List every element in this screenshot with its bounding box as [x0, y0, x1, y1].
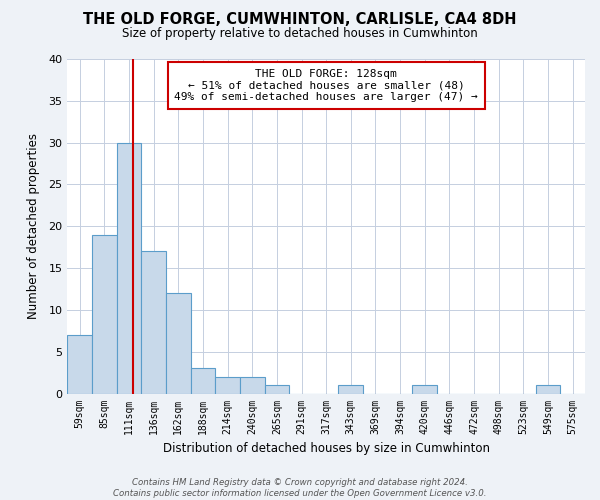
Bar [166, 293, 191, 394]
Bar [265, 385, 289, 394]
Bar [141, 252, 166, 394]
Bar [67, 335, 92, 394]
X-axis label: Distribution of detached houses by size in Cumwhinton: Distribution of detached houses by size … [163, 442, 490, 455]
Bar [240, 377, 265, 394]
Bar [338, 385, 363, 394]
Bar [191, 368, 215, 394]
Bar [412, 385, 437, 394]
Text: THE OLD FORGE: 128sqm
← 51% of detached houses are smaller (48)
49% of semi-deta: THE OLD FORGE: 128sqm ← 51% of detached … [174, 69, 478, 102]
Text: Contains HM Land Registry data © Crown copyright and database right 2024.
Contai: Contains HM Land Registry data © Crown c… [113, 478, 487, 498]
Bar [215, 377, 240, 394]
Text: THE OLD FORGE, CUMWHINTON, CARLISLE, CA4 8DH: THE OLD FORGE, CUMWHINTON, CARLISLE, CA4… [83, 12, 517, 28]
Bar [92, 234, 116, 394]
Text: Size of property relative to detached houses in Cumwhinton: Size of property relative to detached ho… [122, 28, 478, 40]
Bar [536, 385, 560, 394]
Y-axis label: Number of detached properties: Number of detached properties [27, 134, 40, 320]
Bar [116, 142, 141, 394]
